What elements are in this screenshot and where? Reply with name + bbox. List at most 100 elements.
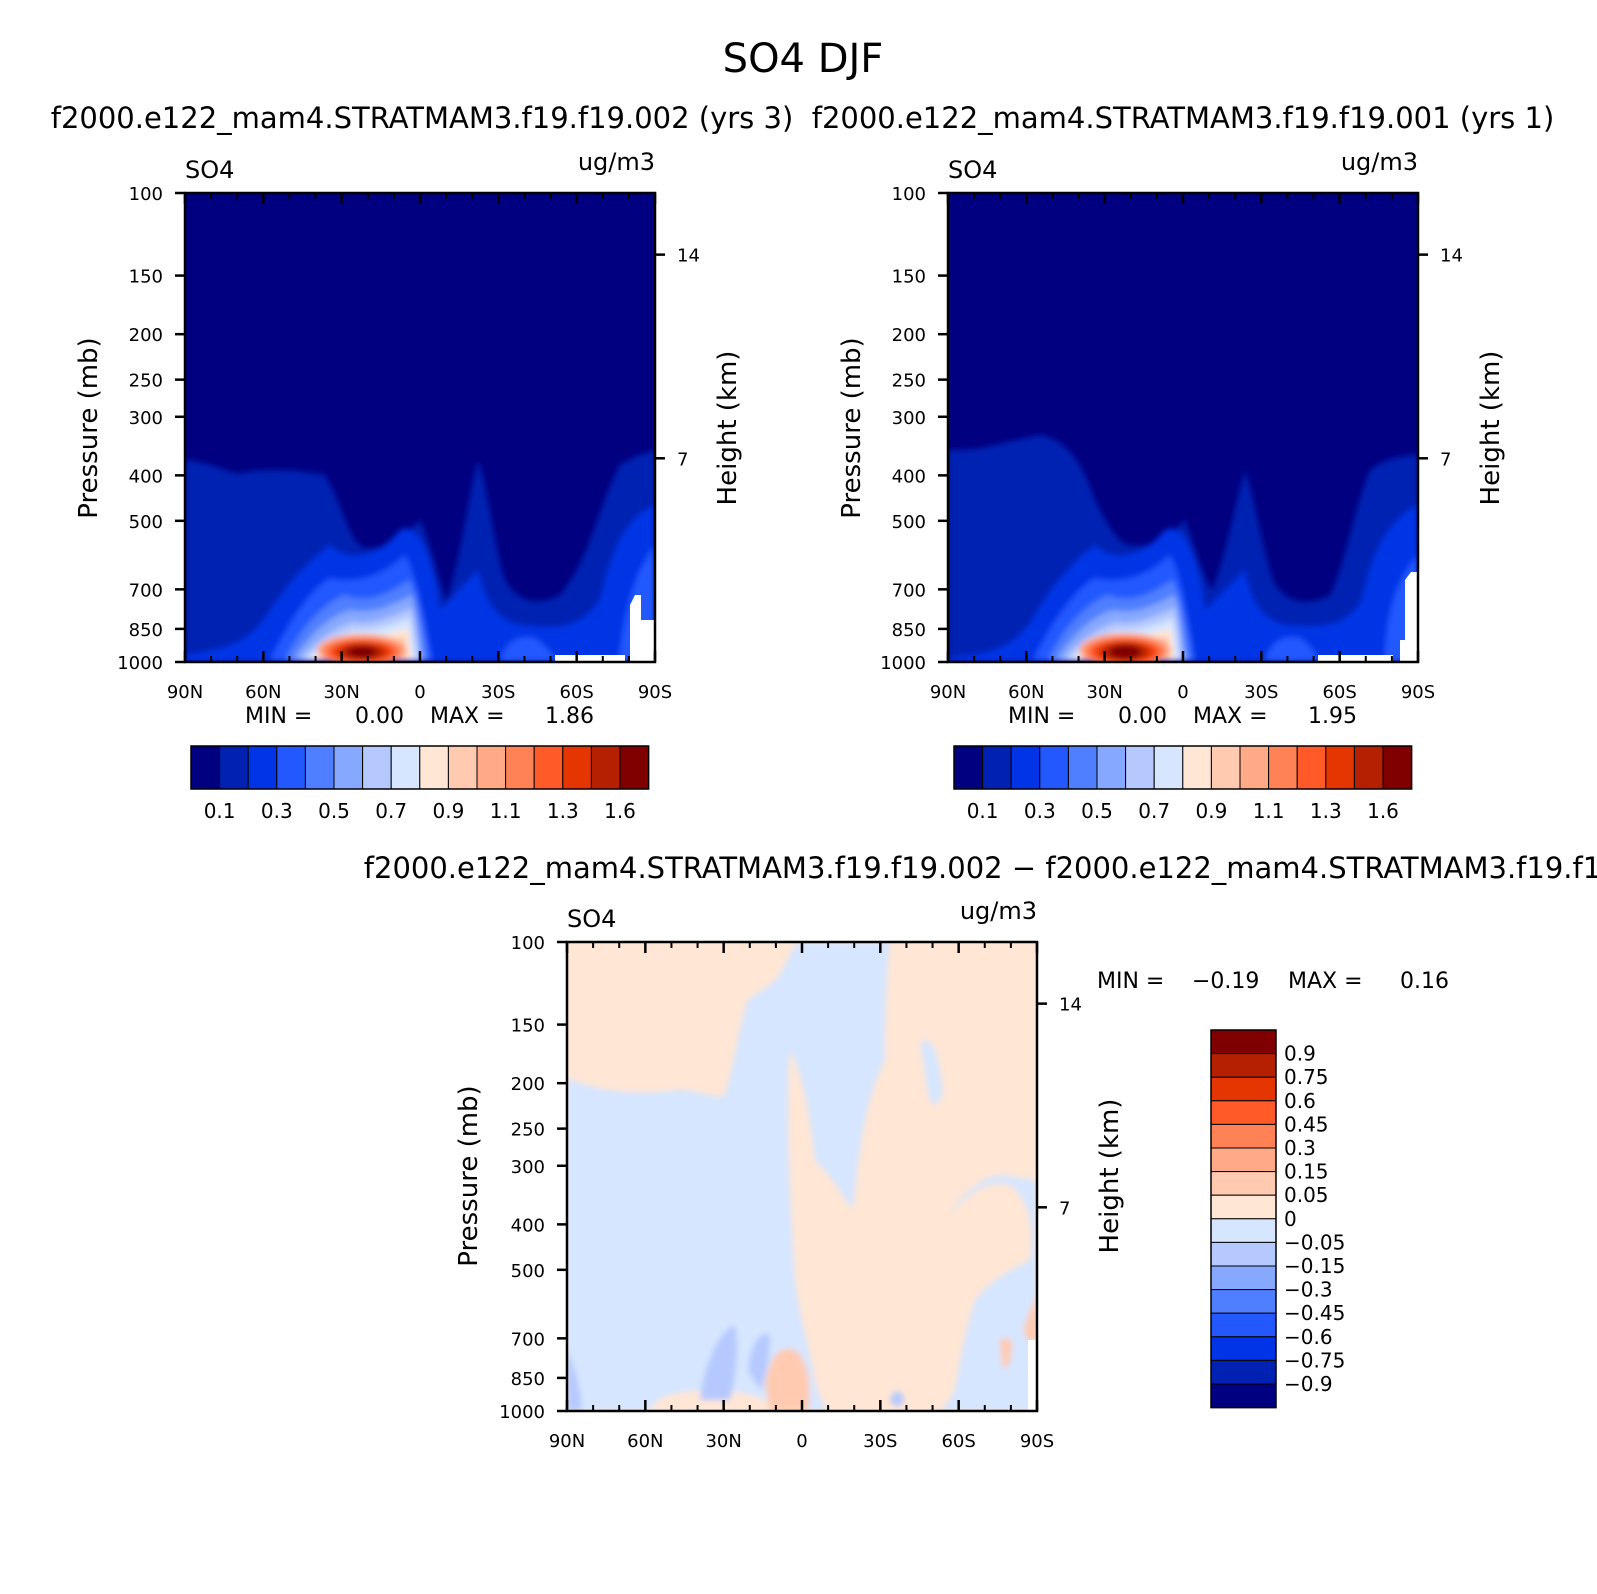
y-tick-label: 150 <box>129 267 163 288</box>
colorbar-label: 1.1 <box>1253 799 1285 823</box>
colorbar-swatch <box>190 745 221 790</box>
y-tick-label: 300 <box>129 408 163 429</box>
colorbar-swatch <box>533 745 564 790</box>
colorbar-label: 0.3 <box>1024 799 1056 823</box>
y-tick-label: 300 <box>892 408 926 429</box>
y-tick-label: 100 <box>892 184 926 205</box>
y-tick-label: 1000 <box>117 653 163 674</box>
diff-max-label: MAX = <box>1288 969 1363 994</box>
colorbar-frame <box>953 745 1413 790</box>
right-colorbar: 0.1 0.3 0.5 0.7 0.9 1.1 1.3 1.6 <box>953 745 1413 823</box>
colorbar-frame <box>1210 1029 1277 1409</box>
diff-right-axis: 14 7 <box>1037 995 1082 1219</box>
left-panel-title: f2000.e122_mam4.STRATMAM3.f19.f19.002 (y… <box>51 101 794 135</box>
left-max-label: MAX = <box>430 704 505 729</box>
diff-x-axis: 90N 60N 30N 0 30S 60S 90S <box>549 942 1054 1452</box>
colorbar-label: −0.45 <box>1284 1301 1345 1325</box>
y-tick-label: 500 <box>892 512 926 533</box>
colorbar-swatch <box>1210 1194 1277 1220</box>
colorbar-label: 0.3 <box>261 799 293 823</box>
colorbar-label: 0.3 <box>1284 1136 1316 1160</box>
y-tick-label: 500 <box>129 512 163 533</box>
x-tick-label: 0 <box>796 1431 807 1452</box>
y-tick-label: 250 <box>511 1120 545 1141</box>
x-tick-label: 90N <box>549 1431 585 1452</box>
right-units-label: ug/m3 <box>1341 148 1418 176</box>
y-tick-label: 400 <box>129 466 163 487</box>
colorbar-swatch <box>1210 1076 1277 1102</box>
colorbar-swatch <box>562 745 592 790</box>
right-right-axis-title: Height (km) <box>1476 351 1506 506</box>
diff-max-value: 0.16 <box>1400 969 1449 994</box>
colorbar-label: 1.3 <box>547 799 579 823</box>
x-tick-label: 60N <box>245 682 281 703</box>
height-tick-label: 7 <box>1440 449 1451 470</box>
colorbar-label: −0.75 <box>1284 1348 1345 1372</box>
left-max-value: 1.86 <box>545 704 594 729</box>
colorbar-swatch <box>1210 1029 1277 1055</box>
colorbar-swatch <box>1353 745 1384 790</box>
left-x-axis: 90N 60N 30N 0 30S 60S 90S <box>167 193 672 703</box>
colorbar-label: 0.1 <box>967 799 999 823</box>
colorbar-swatch <box>590 745 621 790</box>
right-min-value: 0.00 <box>1118 704 1167 729</box>
colorbar-label: 0.7 <box>1138 799 1170 823</box>
colorbar-swatch <box>247 745 278 790</box>
colorbar-swatch <box>1067 745 1098 790</box>
colorbar-swatch <box>1210 1289 1277 1314</box>
x-tick-label: 60N <box>627 1431 663 1452</box>
colorbar-swatch <box>1382 745 1413 790</box>
left-contour-fill <box>185 193 655 662</box>
colorbar-label: 1.1 <box>490 799 522 823</box>
colorbar-label: 0.9 <box>1195 799 1227 823</box>
x-tick-label: 60S <box>1322 682 1356 703</box>
height-tick-label: 7 <box>1059 1198 1070 1219</box>
left-stats: MIN = 0.00 MAX = 1.86 <box>245 704 594 729</box>
right-y-axis-title: Pressure (mb) <box>837 337 867 518</box>
colorbar-swatch <box>219 745 249 790</box>
left-right-axis: 14 7 <box>655 246 700 470</box>
x-tick-label: 30N <box>323 682 359 703</box>
y-tick-label: 250 <box>892 371 926 392</box>
right-right-axis: 14 7 <box>1418 246 1463 470</box>
diff-units-label: ug/m3 <box>960 897 1037 925</box>
y-tick-label: 200 <box>892 325 926 346</box>
y-tick-label: 100 <box>129 184 163 205</box>
colorbar-label: −0.05 <box>1284 1230 1345 1254</box>
colorbar-swatch <box>1010 745 1041 790</box>
left-min-label: MIN = <box>245 704 312 729</box>
right-max-label: MAX = <box>1193 704 1268 729</box>
colorbar-label: 0.15 <box>1284 1160 1329 1184</box>
colorbar-label: 0.45 <box>1284 1112 1329 1136</box>
left-right-axis-title: Height (km) <box>713 351 743 506</box>
y-tick-label: 700 <box>892 580 926 601</box>
right-variable-label: SO4 <box>948 156 997 184</box>
diff-y-axis-title: Pressure (mb) <box>454 1085 484 1266</box>
diff-contour-fill <box>567 942 1037 1411</box>
colorbar-label: 0.7 <box>375 799 407 823</box>
right-min-label: MIN = <box>1008 704 1075 729</box>
y-tick-label: 150 <box>511 1016 545 1037</box>
x-tick-label: 90N <box>167 682 203 703</box>
colorbar-label: 0 <box>1284 1207 1297 1231</box>
x-tick-label: 90S <box>638 682 672 703</box>
colorbar-swatch <box>1210 1359 1277 1385</box>
colorbar-swatch <box>1239 745 1270 790</box>
x-tick-label: 60S <box>941 1431 975 1452</box>
colorbar-label: 0.5 <box>318 799 350 823</box>
y-tick-label: 200 <box>511 1074 545 1095</box>
colorbar-swatch <box>304 745 335 790</box>
left-variable-label: SO4 <box>185 156 234 184</box>
figure-title: SO4 DJF <box>723 36 884 82</box>
height-tick-label: 14 <box>677 246 700 267</box>
colorbar-label: 0.1 <box>204 799 236 823</box>
colorbar-swatch <box>1210 1336 1277 1361</box>
diff-panel-title: f2000.e122_mam4.STRATMAM3.f19.f19.002 − … <box>364 851 1597 885</box>
colorbar-swatch <box>953 745 984 790</box>
colorbar-swatch <box>1210 1218 1277 1243</box>
colorbar-swatch <box>476 745 507 790</box>
left-y-axis: 100 150 200 250 300 400 500 700 850 1000 <box>117 184 185 674</box>
x-tick-label: 30N <box>1086 682 1122 703</box>
y-tick-label: 500 <box>511 1261 545 1282</box>
y-tick-label: 250 <box>129 371 163 392</box>
